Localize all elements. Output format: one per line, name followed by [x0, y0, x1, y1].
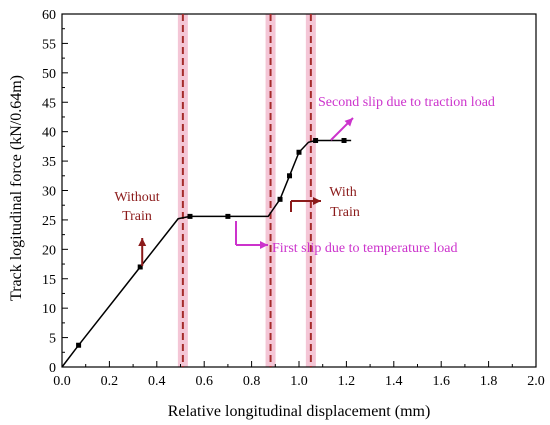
without-train-arrow — [138, 238, 147, 266]
y-tick-label: 30 — [42, 185, 56, 200]
second-slip-arrow — [330, 117, 354, 141]
x-tick-label: 0.2 — [101, 374, 119, 389]
y-tick-label: 5 — [49, 332, 56, 347]
y-tick-label: 20 — [42, 243, 56, 258]
annotation-with-train-line-1: With — [329, 185, 356, 200]
annotation-second-slip: Second slip due to traction load — [318, 95, 495, 110]
x-tick-label: 1.2 — [338, 374, 356, 389]
data-point — [313, 137, 319, 143]
y-tick-label: 50 — [42, 67, 56, 82]
annotation-first-slip: First slip due to temperature load — [272, 241, 457, 256]
y-tick-label: 40 — [42, 126, 56, 141]
data-point — [287, 173, 293, 179]
x-tick-label: 1.8 — [480, 374, 498, 389]
y-tick-label: 25 — [42, 214, 56, 229]
axis-group: 0.0 0.2 0.4 0.6 0.8 1.0 1.2 1.4 1.6 1.8 2.0 0 5 10 15 2… — [42, 8, 545, 389]
with-train-arrow — [290, 197, 321, 212]
y-axis-title: Track logitudinal force (kN/0.64m) — [8, 75, 25, 301]
data-point — [225, 213, 231, 219]
y-tick-label: 60 — [42, 8, 56, 23]
data-point — [341, 137, 347, 143]
first-slip-arrow — [235, 221, 268, 249]
data-point — [277, 196, 283, 202]
data-point — [137, 264, 143, 270]
y-tick-label: 35 — [42, 155, 56, 170]
y-tick-label: 15 — [42, 273, 56, 288]
x-tick-label: 2.0 — [527, 374, 545, 389]
annotation-without-train-line-1: Without — [114, 190, 159, 205]
x-tick-label: 0.4 — [148, 374, 166, 389]
y-tick-label: 45 — [42, 96, 56, 111]
x-tick-label: 1.4 — [385, 374, 403, 389]
y-tick-label: 0 — [49, 361, 56, 376]
data-point — [187, 213, 193, 219]
annotation-with-train-line-2: Train — [330, 205, 360, 220]
data-point — [76, 342, 82, 348]
x-tick-label: 1.6 — [432, 374, 450, 389]
x-tick-label: 0.6 — [195, 374, 213, 389]
x-tick-label: 0.8 — [243, 374, 261, 389]
series-group — [61, 137, 352, 368]
data-point — [296, 149, 302, 155]
vertical-band-group — [177, 14, 316, 367]
vertical-line-group — [181, 14, 312, 367]
x-axis-title: Relative longitudinal displacement (mm) — [168, 403, 431, 420]
x-tick-label: 0.0 — [53, 374, 71, 389]
annotation-arrow-group — [138, 117, 354, 266]
x-tick-label: 1.0 — [290, 374, 308, 389]
y-tick-label: 10 — [42, 302, 56, 317]
y-tick-label: 55 — [42, 37, 56, 52]
annotation-without-train-line-2: Train — [122, 209, 152, 224]
